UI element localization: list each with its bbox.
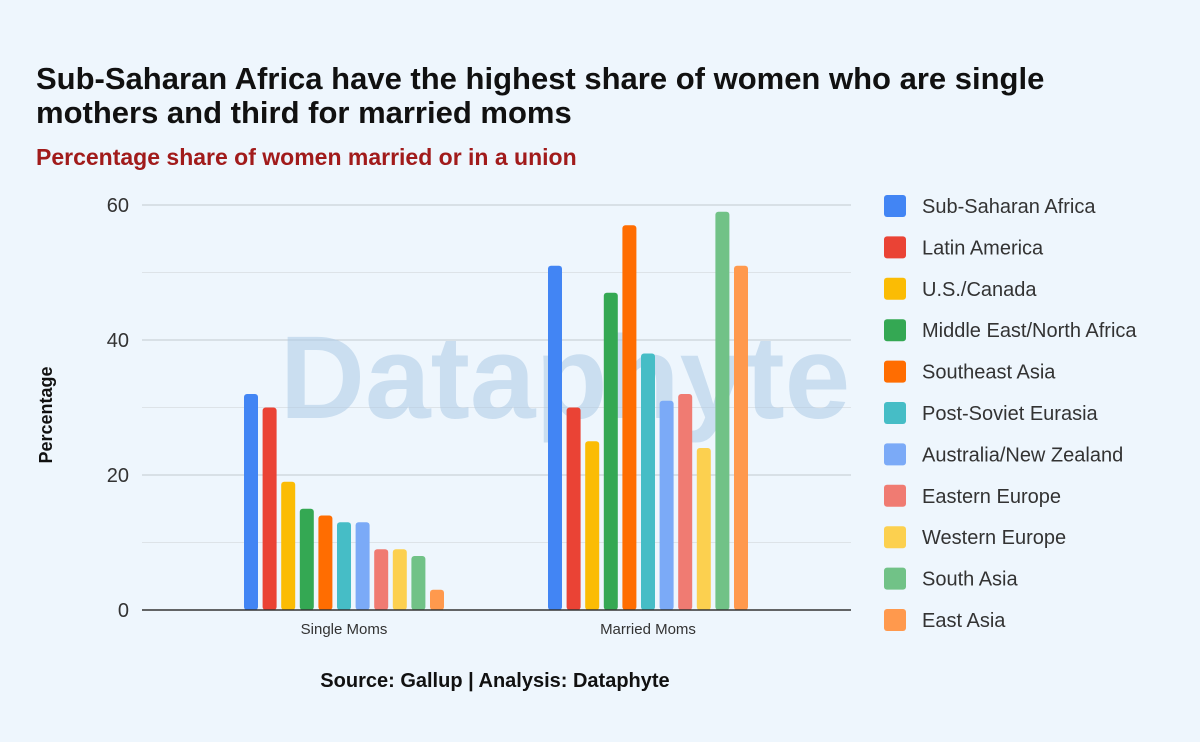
legend-item[interactable]: U.S./Canada	[884, 277, 1037, 301]
bar[interactable]	[262, 407, 277, 611]
legend-item[interactable]: South Asia	[884, 567, 1019, 591]
legend-item[interactable]: Australia/New Zealand	[884, 443, 1123, 466]
legend-label: Southeast Asia	[922, 362, 1056, 384]
legend-label: Sub-Saharan Africa	[922, 196, 1096, 218]
legend-label: East Asia	[922, 610, 1006, 632]
source-note: Source: Gallup | Analysis: Dataphyte	[320, 670, 670, 692]
chart-title: Sub-Saharan Africa have the highest shar…	[36, 61, 1045, 130]
bar[interactable]	[355, 522, 370, 610]
legend-label: U.S./Canada	[922, 279, 1037, 301]
legend-label: Western Europe	[922, 527, 1066, 549]
legend-swatch	[884, 236, 906, 259]
legend-item[interactable]: Southeast Asia	[884, 360, 1056, 384]
bar[interactable]	[696, 448, 711, 610]
bar[interactable]	[715, 211, 730, 610]
legend-label: Post-Soviet Eurasia	[922, 403, 1099, 425]
legend-label: South Asia	[922, 569, 1019, 591]
x-tick-label: Single Moms	[301, 621, 388, 638]
legend-swatch	[884, 402, 906, 424]
bar[interactable]	[641, 353, 655, 611]
legend-item[interactable]: Middle East/North Africa	[884, 319, 1137, 342]
legend-item[interactable]: Latin America	[884, 236, 1044, 259]
legend-swatch	[884, 319, 906, 342]
bar[interactable]	[548, 265, 562, 610]
y-tick-labels: 0 20 40 60	[107, 195, 129, 622]
bar[interactable]	[566, 407, 581, 611]
legend-swatch	[884, 567, 906, 590]
legend-item[interactable]: East Asia	[884, 609, 1006, 632]
legend: Sub-Saharan Africa Latin America U.S./Cana…	[884, 195, 1137, 632]
bar[interactable]	[603, 292, 618, 610]
x-tick-label: Married Moms	[600, 621, 696, 638]
legend-swatch	[884, 195, 906, 217]
bar[interactable]	[374, 549, 389, 610]
legend-label: Latin America	[922, 237, 1044, 259]
category-labels: Single Moms Married Moms	[301, 621, 696, 638]
bar[interactable]	[244, 394, 258, 610]
bar[interactable]	[337, 522, 351, 610]
bar[interactable]	[734, 265, 748, 610]
chart-subtitle: Percentage share of women married or in …	[36, 144, 577, 170]
bars	[244, 211, 748, 611]
bar[interactable]	[585, 441, 600, 610]
legend-label: Middle East/North Africa	[922, 320, 1137, 342]
bar[interactable]	[392, 549, 407, 610]
bar[interactable]	[622, 225, 637, 610]
y-tick-label: 0	[118, 600, 129, 622]
legend-swatch	[884, 526, 906, 549]
legend-swatch	[884, 360, 906, 383]
legend-swatch	[884, 443, 906, 466]
bar[interactable]	[659, 400, 674, 610]
bar[interactable]	[411, 556, 426, 610]
legend-item[interactable]: Post-Soviet Eurasia	[884, 402, 1099, 425]
legend-item[interactable]: Western Europe	[884, 526, 1066, 549]
y-axis-label: Percentage	[36, 366, 56, 463]
legend-swatch	[884, 609, 906, 631]
y-tick-label: 60	[107, 195, 129, 217]
legend-swatch	[884, 277, 906, 300]
legend-swatch	[884, 484, 906, 507]
gridlines	[142, 204, 851, 543]
legend-item[interactable]: Eastern Europe	[884, 484, 1061, 508]
bar[interactable]	[678, 394, 693, 610]
watermark: Dataphyte	[280, 312, 850, 444]
bar[interactable]	[430, 589, 444, 610]
bar[interactable]	[299, 508, 314, 610]
bar[interactable]	[318, 515, 333, 611]
bar[interactable]	[281, 481, 296, 610]
legend-label: Eastern Europe	[922, 486, 1061, 508]
y-tick-label: 20	[107, 465, 129, 487]
legend-item[interactable]: Sub-Saharan Africa	[884, 195, 1096, 218]
y-tick-label: 40	[107, 330, 129, 352]
legend-label: Australia/New Zealand	[922, 444, 1123, 466]
